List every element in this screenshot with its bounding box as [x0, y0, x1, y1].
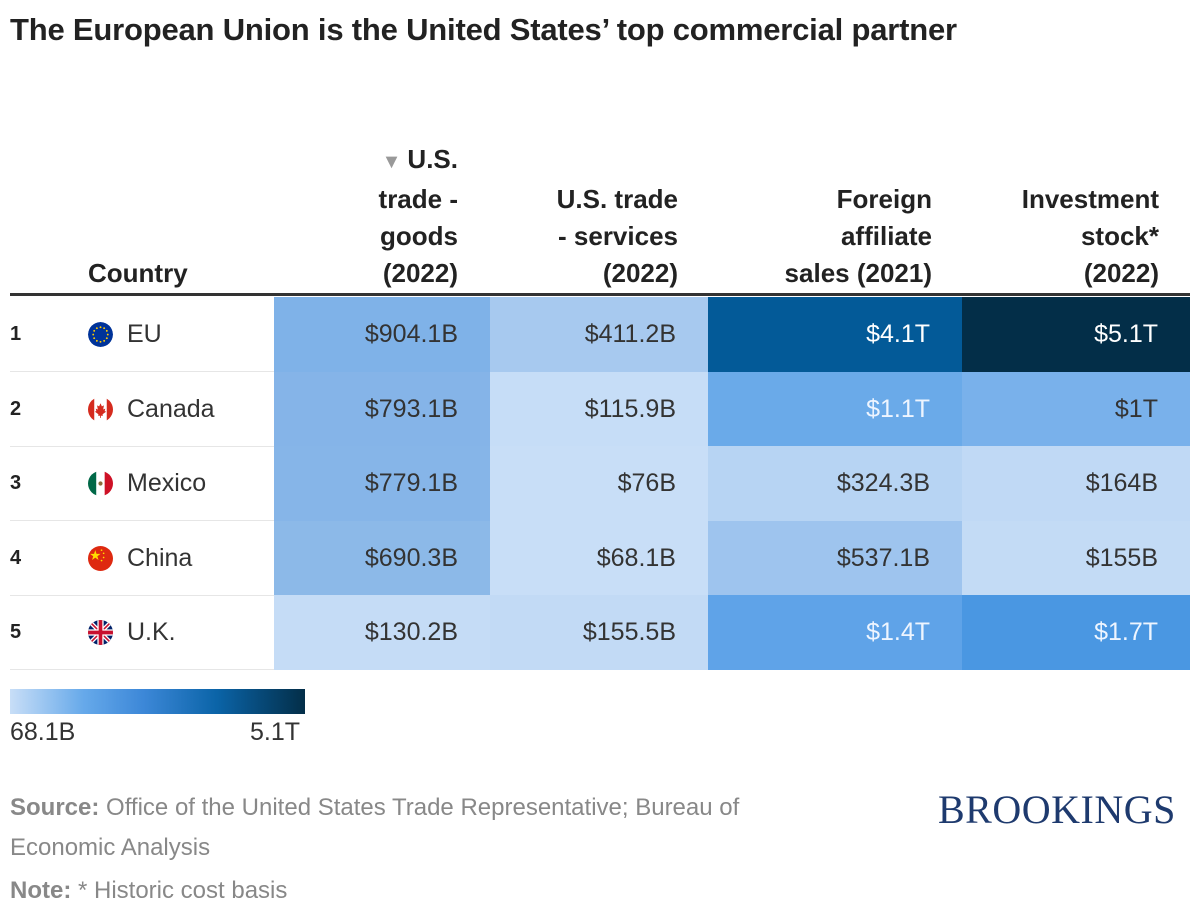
eu-flag-icon — [88, 322, 113, 347]
cell-goods: $904.1B — [274, 297, 490, 372]
cell-affiliate: $1.1T — [708, 371, 962, 447]
legend-max-label: 5.1T — [250, 718, 301, 746]
mexico-flag-icon — [88, 471, 113, 497]
rank: 4 — [10, 546, 22, 569]
header-country[interactable]: Country — [88, 258, 188, 288]
country-name: China — [127, 543, 193, 572]
cell-services: $115.9B — [490, 371, 708, 447]
rank: 1 — [10, 323, 22, 345]
cell-goods: $130.2B — [274, 595, 490, 671]
china-flag-icon — [88, 545, 113, 571]
cell-goods: $793.1B — [274, 371, 490, 447]
table-row: 2 Canada $793.1B $115.9B $1.1T $1T — [10, 371, 1190, 447]
canada-flag-icon — [88, 396, 113, 422]
header-stock[interactable]: Investment stock* (2022) — [1021, 184, 1159, 288]
cell-affiliate: $1.4T — [708, 595, 962, 671]
table-row: 3 Mexico $779.1B $76B $324.3B $164B — [10, 446, 1190, 522]
footnote: Note: * Historic cost basis — [10, 877, 288, 904]
country-name: U.K. — [127, 618, 176, 647]
header-services[interactable]: U.S. trade - services (2022) — [556, 184, 678, 288]
chart-title: The European Union is the United States’… — [10, 12, 957, 47]
rank: 3 — [10, 472, 22, 495]
cell-affiliate: $4.1T — [708, 297, 962, 372]
cell-stock: $164B — [962, 446, 1190, 522]
rank: 5 — [10, 621, 22, 644]
source-note: Source: Office of the United States Trad… — [10, 794, 740, 861]
cell-stock: $5.1T — [962, 297, 1190, 372]
cell-services: $155.5B — [490, 595, 708, 671]
country-name: Mexico — [127, 469, 207, 498]
country-name: EU — [127, 320, 162, 348]
header-goods[interactable]: ▼ U.S. trade - goods (2022) — [378, 144, 458, 288]
cell-affiliate: $537.1B — [708, 520, 962, 596]
uk-flag-icon — [88, 620, 113, 646]
cell-stock: $155B — [962, 520, 1190, 596]
legend-min-label: 68.1B — [10, 718, 76, 746]
country-name: Canada — [127, 394, 215, 423]
cell-services: $411.2B — [490, 297, 708, 372]
table-row: 1 EU $904.1B $411.2B $4.1T $5.1T — [10, 297, 1190, 372]
cell-stock: $1T — [962, 371, 1190, 447]
color-legend-bar — [10, 689, 305, 714]
cell-goods: $779.1B — [274, 446, 490, 522]
cell-stock: $1.7T — [962, 595, 1190, 671]
sort-descending-icon: ▼ — [381, 151, 402, 173]
brookings-logo: BROOKINGS — [938, 787, 1176, 832]
cell-goods: $690.3B — [274, 520, 490, 596]
table-row: 4 China $690.3B $68.1B $537.1B $155B — [10, 520, 1190, 596]
table-row: 5 U.K. $130.2B $155.5B $1.4T $1.7T — [10, 595, 1190, 671]
cell-affiliate: $324.3B — [708, 446, 962, 522]
header-affiliate[interactable]: Foreign affiliate sales (2021) — [784, 184, 932, 288]
header-rule — [10, 293, 1190, 296]
cell-services: $68.1B — [490, 520, 708, 596]
cell-services: $76B — [490, 446, 708, 522]
rank: 2 — [10, 397, 22, 420]
